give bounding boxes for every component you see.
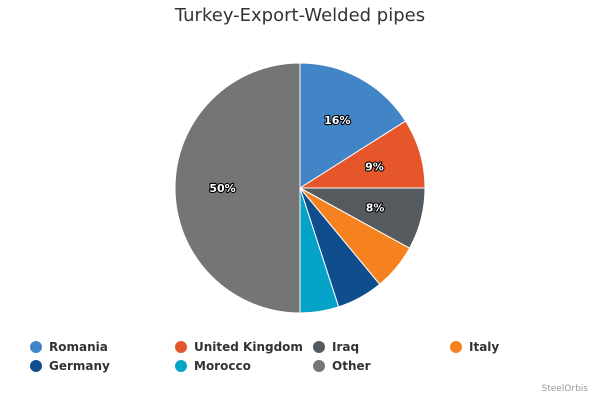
legend-label: Germany xyxy=(49,359,110,373)
legend-label: Romania xyxy=(49,340,108,354)
legend-item-morocco[interactable]: Morocco xyxy=(175,359,251,373)
legend-label: Italy xyxy=(469,340,500,354)
legend-item-romania[interactable]: Romania xyxy=(30,340,108,354)
pie-slice-romania[interactable] xyxy=(299,62,407,189)
legend-item-united-kingdom[interactable]: United Kingdom xyxy=(175,340,303,354)
data-label-iraq: 8% xyxy=(366,201,385,214)
legend-marker xyxy=(313,360,325,372)
legend-label: Morocco xyxy=(194,359,251,373)
legend-item-italy[interactable]: Italy xyxy=(450,340,499,354)
legend-marker xyxy=(175,360,187,372)
legend-marker xyxy=(175,341,187,353)
data-label-romania: 16% xyxy=(324,114,350,127)
legend-marker xyxy=(450,341,462,353)
legend-marker xyxy=(30,360,42,372)
credit-text: SteelOrbis xyxy=(541,384,588,394)
pie-slice-other[interactable] xyxy=(174,62,301,314)
chart-title: Turkey-Export-Welded pipes xyxy=(174,5,426,26)
legend-label: United Kingdom xyxy=(194,340,303,354)
legend-marker xyxy=(313,341,325,353)
data-label-other: 50% xyxy=(209,182,235,195)
legend-item-germany[interactable]: Germany xyxy=(30,359,110,373)
legend-label: Iraq xyxy=(332,340,360,354)
data-label-united-kingdom: 9% xyxy=(365,160,384,173)
legend-label: Other xyxy=(332,359,371,373)
legend-marker xyxy=(30,341,42,353)
legend-item-other[interactable]: Other xyxy=(313,359,371,373)
legend-item-iraq[interactable]: Iraq xyxy=(313,340,359,354)
